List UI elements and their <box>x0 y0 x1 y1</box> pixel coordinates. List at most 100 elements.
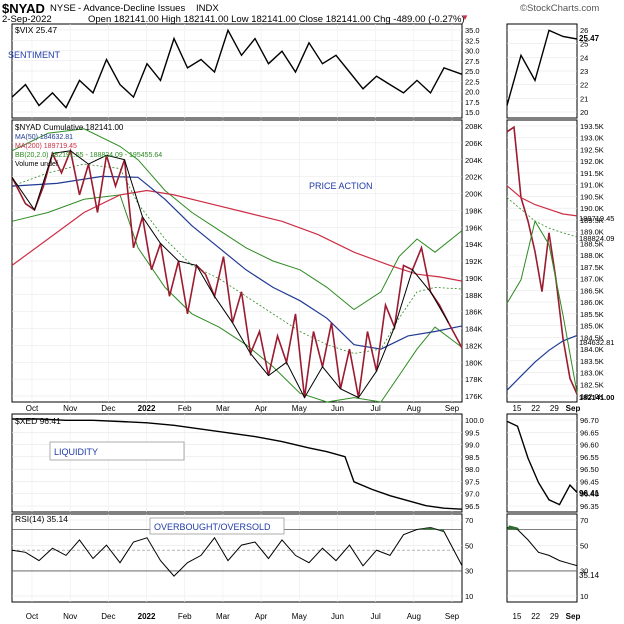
zoom-x-label-bottom: 29 <box>550 612 559 621</box>
zoom-tick-label: 30 <box>580 567 588 576</box>
zoom-tick-label: 185.5K <box>580 310 604 319</box>
month-label: 2022 <box>138 404 156 413</box>
zoom-x-label: 22 <box>531 404 540 413</box>
y-tick-label: 99.5 <box>465 428 480 437</box>
y-tick-label: 70 <box>465 516 473 525</box>
bb-legend: BB(20,2.0) 182191.55 - 188824.09 - 19545… <box>15 152 162 159</box>
watermark: ©StockCharts.com <box>520 3 600 14</box>
month-label: Nov <box>63 404 77 413</box>
zoom-tick-label: 187.5K <box>580 263 604 272</box>
overbought-box <box>149 517 285 535</box>
rsi-legend: RSI(14) 35.14 <box>15 514 68 524</box>
y-tick-label: 196K <box>465 223 483 232</box>
vix-legend: $VIX 25.47 <box>15 25 57 35</box>
zoom-tick-label: 21 <box>580 94 588 103</box>
symbol-label: $NYAD <box>2 1 45 16</box>
y-tick-label: 198K <box>465 206 483 215</box>
month-label: Sep <box>445 404 460 413</box>
xed-zoom-line <box>506 420 578 506</box>
y-tick-label: 50 <box>465 541 473 550</box>
price-line-dark <box>11 150 449 399</box>
zoom-tick-label: 183.5K <box>580 357 604 366</box>
zoom-tick-label: 185.0K <box>580 322 604 331</box>
y-tick-label: 186K <box>465 308 483 317</box>
bb-mid-line <box>11 163 463 354</box>
month-label-bottom: Jul <box>371 612 381 621</box>
zoom-price-line <box>506 125 578 395</box>
zoom-tick-label: 10 <box>580 592 588 601</box>
rsi-line <box>11 526 463 577</box>
zoom-tick-label: 190.0K <box>580 204 604 213</box>
y-tick-label: 97.5 <box>465 477 480 486</box>
liquidity-box <box>49 441 185 461</box>
zoom-x-label: 29 <box>550 404 559 413</box>
zoom-tick-label: 96.35 <box>580 502 599 511</box>
rsi-last-tag: 35.14 <box>579 571 600 580</box>
zoom-tick-label: 193.0K <box>580 134 604 143</box>
zoom-tick-label: 192.5K <box>580 145 604 154</box>
type-label: INDX <box>196 3 219 14</box>
y-tick-label: 25.0 <box>465 67 480 76</box>
date-label: 2-Sep-2022 <box>2 14 52 25</box>
y-tick-label: 30 <box>465 567 473 576</box>
month-label-bottom: Apr <box>255 612 268 621</box>
month-label-bottom: Oct <box>26 612 39 621</box>
ma50-line <box>11 175 463 350</box>
rsi-overbought-fill <box>417 527 444 532</box>
price-action-annotation: PRICE ACTION <box>309 181 373 191</box>
zoom-tick-label: 25 <box>580 40 588 49</box>
panel-frame-xed <box>11 413 463 513</box>
y-tick-label: 178K <box>465 375 483 384</box>
y-tick-label: 99.0 <box>465 441 480 450</box>
zoom-tick-label: 96.65 <box>580 428 599 437</box>
bb-lower-line <box>11 194 463 403</box>
month-label: Feb <box>178 404 192 413</box>
month-label: Jun <box>331 404 344 413</box>
overbought-annotation: OVERBOUGHT/OVERSOLD <box>154 522 271 532</box>
liquidity-annotation: LIQUIDITY <box>54 447 98 457</box>
zoom-x-label-bottom: 22 <box>531 612 540 621</box>
y-tick-label: 98.5 <box>465 453 480 462</box>
zoom-ma50-tag: 184632.81 <box>579 338 614 347</box>
zoom-tick-label: 96.60 <box>580 441 599 450</box>
y-tick-label: 100.0 <box>465 416 484 425</box>
zoom-x-label: Sep <box>566 404 581 413</box>
y-tick-label: 206K <box>465 139 483 148</box>
xed-last-tag: 96.41 <box>579 489 600 498</box>
zoom-tick-label: 188.5K <box>580 239 604 248</box>
month-label: Mar <box>216 404 230 413</box>
month-label-bottom: Nov <box>63 612 77 621</box>
zoom-tick-label: 190.5K <box>580 192 604 201</box>
zoom-tick-label: 186.5K <box>580 286 604 295</box>
zoom-tick-label: 187.0K <box>580 275 604 284</box>
volume-legend: Volume undef <box>15 161 58 168</box>
zoom-tick-label: 186.0K <box>580 298 604 307</box>
xed-line <box>12 418 463 510</box>
y-tick-label: 192K <box>465 257 483 266</box>
zoom-tick-label: 96.45 <box>580 477 599 486</box>
y-tick-label: 182K <box>465 341 483 350</box>
zoom-rsi-fill <box>507 525 520 530</box>
month-label-bottom: Aug <box>407 612 421 621</box>
y-tick-label: 15.0 <box>465 108 480 117</box>
y-tick-label: 97.0 <box>465 490 480 499</box>
month-label: Jul <box>371 404 381 413</box>
zoom-frame-rsi <box>506 513 578 603</box>
month-label: Dec <box>101 404 115 413</box>
zoom-ma50-line <box>506 334 578 391</box>
zoom-tick-label: 50 <box>580 541 588 550</box>
y-tick-label: 176K <box>465 392 483 401</box>
y-tick-label: 30.0 <box>465 47 480 56</box>
down-arrow-icon: ▼ <box>461 13 469 22</box>
zoom-tick-label: 183.0K <box>580 369 604 378</box>
y-tick-label: 202K <box>465 173 483 182</box>
zoom-tick-label: 20 <box>580 108 588 117</box>
month-label: Apr <box>255 404 268 413</box>
month-label-bottom: Dec <box>101 612 115 621</box>
zoom-tick-label: 188.0K <box>580 251 604 260</box>
month-label-bottom: Feb <box>178 612 192 621</box>
zoom-tick-label: 70 <box>580 516 588 525</box>
y-tick-label: 22.5 <box>465 77 480 86</box>
month-label: Aug <box>407 404 421 413</box>
